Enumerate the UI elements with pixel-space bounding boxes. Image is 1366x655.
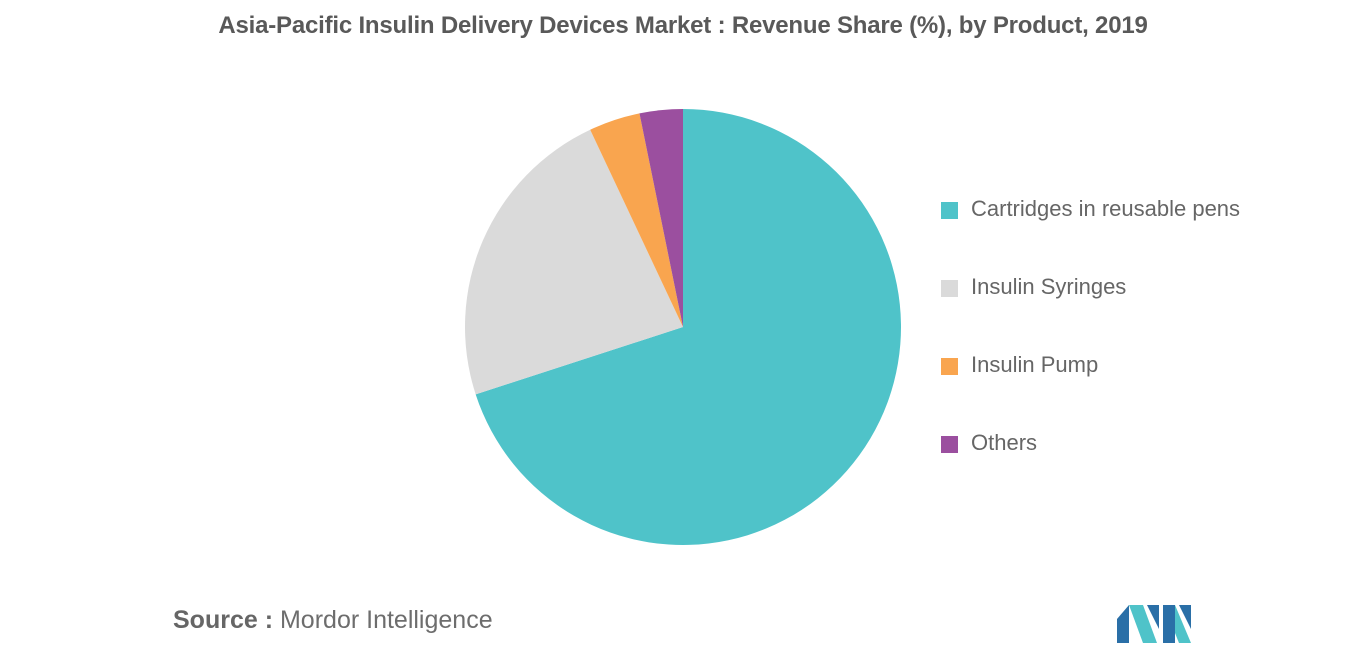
pie-slice-insulin-pump — [590, 113, 683, 327]
pie-slice-cartridges-in-reusable-pens — [475, 109, 901, 545]
legend-label: Others — [971, 430, 1038, 455]
legend-label: Insulin Pump — [971, 352, 1099, 377]
legend-label: Cartridges in reusable pens — [971, 196, 1241, 221]
legend-label: Insulin Syringes — [971, 274, 1127, 299]
pie-slice-others — [639, 109, 683, 327]
mordor-intelligence-logo — [1117, 605, 1191, 643]
pie-slice-insulin-syringes — [465, 129, 683, 395]
legend-item: Insulin Syringes — [941, 270, 1341, 348]
legend-swatch — [941, 436, 958, 453]
pie-chart-svg — [465, 109, 901, 545]
legend-item: Cartridges in reusable pens — [941, 192, 1341, 270]
legend-item: Others — [941, 426, 1341, 504]
chart-legend: Cartridges in reusable pens Insulin Syri… — [941, 192, 1341, 504]
source-value: Mordor Intelligence — [279, 606, 493, 634]
chart-title: Asia-Pacific Insulin Delivery Devices Ma… — [218, 12, 1148, 39]
legend-swatch — [941, 202, 958, 219]
legend-item: Insulin Pump — [941, 348, 1341, 426]
pie-chart — [460, 104, 906, 550]
source-note: Source : Mordor Intelligence — [173, 606, 493, 635]
legend-swatch — [941, 280, 958, 297]
legend-swatch — [941, 358, 958, 375]
source-key: Source : — [173, 606, 274, 634]
